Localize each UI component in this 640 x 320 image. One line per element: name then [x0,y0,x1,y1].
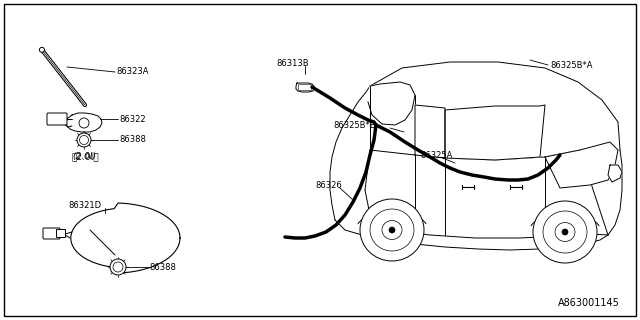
Text: A863001145: A863001145 [558,298,620,308]
Text: 86321D: 86321D [68,202,101,211]
Text: 86326: 86326 [315,180,342,189]
Text: 86325B*A: 86325B*A [550,60,593,69]
Ellipse shape [382,220,402,239]
Ellipse shape [77,133,91,147]
Polygon shape [415,105,445,158]
Polygon shape [296,83,314,92]
Text: 86323A: 86323A [116,68,148,76]
Ellipse shape [370,209,414,251]
Ellipse shape [360,199,424,261]
Ellipse shape [110,259,126,275]
Text: 86388: 86388 [119,135,146,145]
Text: (2.0I): (2.0I) [72,153,96,162]
Polygon shape [368,82,415,125]
Ellipse shape [562,229,568,235]
Text: 86388: 86388 [149,262,176,271]
Polygon shape [445,105,545,160]
Ellipse shape [543,211,587,253]
Polygon shape [66,113,102,132]
FancyBboxPatch shape [47,113,67,125]
FancyBboxPatch shape [56,229,65,237]
FancyBboxPatch shape [298,84,312,91]
Ellipse shape [79,135,88,145]
Text: 86322: 86322 [119,115,146,124]
Ellipse shape [40,47,44,52]
Ellipse shape [113,262,123,272]
Polygon shape [608,165,622,182]
Polygon shape [71,203,180,273]
FancyBboxPatch shape [43,228,60,239]
Ellipse shape [389,227,395,233]
Text: 、2.0I。: 、2.0I。 [72,153,100,162]
Polygon shape [545,142,618,188]
Text: 86325B*B: 86325B*B [333,121,376,130]
Text: 86313B: 86313B [276,59,309,68]
Ellipse shape [555,222,575,242]
Text: 86325A: 86325A [420,150,452,159]
Ellipse shape [533,201,597,263]
